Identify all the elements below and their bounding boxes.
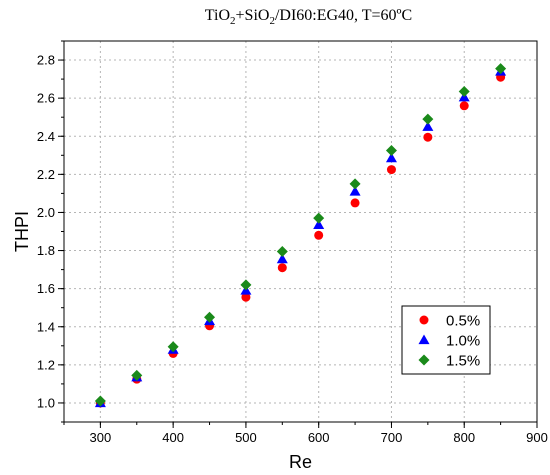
data-point [422, 113, 434, 125]
y-tick-label: 2.4 [37, 129, 55, 144]
y-tick-label: 2.8 [37, 53, 55, 68]
data-point [167, 341, 179, 353]
title-segment: /DI60:EG40, T=60ºC [275, 7, 412, 24]
data-point [386, 165, 396, 175]
data-point [422, 121, 434, 131]
title-subscript: 2 [230, 15, 236, 27]
data-point [94, 395, 106, 407]
legend-marker [418, 354, 430, 366]
data-point [313, 212, 325, 224]
legend-marker [418, 334, 430, 345]
y-tick-label: 1.6 [37, 281, 55, 296]
data-point [495, 63, 507, 75]
x-tick-label: 500 [235, 430, 257, 445]
x-tick-label: 800 [453, 430, 475, 445]
data-point [314, 230, 324, 240]
y-tick-label: 1.0 [37, 395, 55, 410]
y-tick-label: 2.6 [37, 91, 55, 106]
legend-label: 1.5% [446, 353, 480, 370]
x-axis-title: Re [289, 452, 312, 472]
data-point [131, 369, 143, 381]
data-point [313, 219, 325, 229]
data-point [458, 85, 470, 97]
y-tick-label: 2.2 [37, 167, 55, 182]
data-point [350, 198, 360, 208]
legend-box [401, 305, 491, 375]
data-points [94, 63, 507, 408]
axis-ticks: 300 400 500 600 700 800 900 1.0 1.2 1.4 1.6 1.8 2.0 2… [37, 40, 548, 445]
y-tick-label: 1.2 [37, 357, 55, 372]
title-segment: +SiO [236, 7, 270, 24]
legend-label: 0.5% [446, 313, 480, 330]
data-point [204, 311, 216, 323]
data-point [276, 253, 288, 264]
data-point [385, 152, 397, 163]
data-point [277, 263, 287, 273]
data-point [349, 178, 361, 190]
data-point [276, 246, 288, 258]
x-tick-label: 600 [308, 430, 330, 445]
y-tick-label: 1.4 [37, 319, 55, 334]
legend-label: 1.0% [446, 333, 480, 350]
data-point [459, 101, 469, 111]
data-point [240, 279, 252, 291]
title-subscript: 2 [269, 15, 275, 27]
legend-marker [419, 315, 429, 325]
legend: 0.5% 1.0% 1.5% [401, 305, 491, 375]
x-tick-label: 900 [526, 430, 548, 445]
data-point [241, 292, 251, 302]
series-diamond [94, 63, 507, 407]
y-tick-label: 1.8 [37, 243, 55, 258]
x-tick-label: 700 [381, 430, 403, 445]
x-tick-label: 400 [162, 430, 184, 445]
x-tick-label: 300 [90, 430, 112, 445]
data-point [385, 145, 397, 157]
chart-title: TiO2+SiO2/DI60:EG40, T=60ºC [205, 7, 412, 27]
title-segment: TiO [205, 7, 230, 24]
data-point [349, 185, 361, 196]
y-axis-title: THPI [12, 211, 32, 252]
y-tick-label: 2.0 [37, 205, 55, 220]
data-point [423, 132, 433, 142]
